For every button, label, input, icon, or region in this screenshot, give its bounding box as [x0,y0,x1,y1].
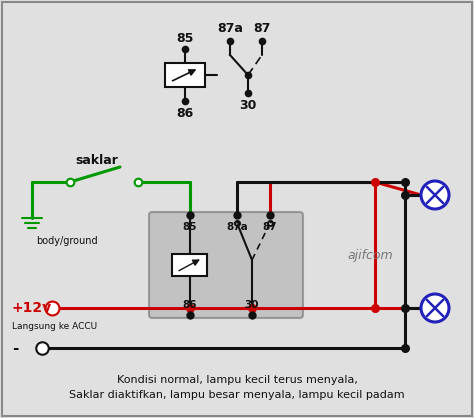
Circle shape [421,181,449,209]
Text: 30: 30 [239,99,257,112]
Text: 86: 86 [176,107,193,120]
Text: 85: 85 [176,32,194,45]
FancyBboxPatch shape [149,212,303,318]
Bar [173,254,208,276]
Text: 87: 87 [263,222,277,232]
Text: 87: 87 [253,22,271,35]
Text: 87a: 87a [226,222,248,232]
Text: Kondisi normal, lampu kecil terus menyala,: Kondisi normal, lampu kecil terus menyal… [117,375,357,385]
Text: +12v: +12v [12,301,52,315]
Text: ajifcom: ajifcom [347,248,393,262]
Text: 86: 86 [183,300,197,310]
Bar [165,63,205,87]
Text: Langsung ke ACCU: Langsung ke ACCU [12,322,97,331]
Text: Saklar diaktifkan, lampu besar menyala, lampu kecil padam: Saklar diaktifkan, lampu besar menyala, … [69,390,405,400]
Text: 87a: 87a [217,22,243,35]
Text: -: - [12,341,18,355]
Text: 85: 85 [183,222,197,232]
Text: body/ground: body/ground [36,236,98,246]
Text: 30: 30 [245,300,259,310]
Text: saklar: saklar [75,153,118,166]
Circle shape [421,294,449,322]
